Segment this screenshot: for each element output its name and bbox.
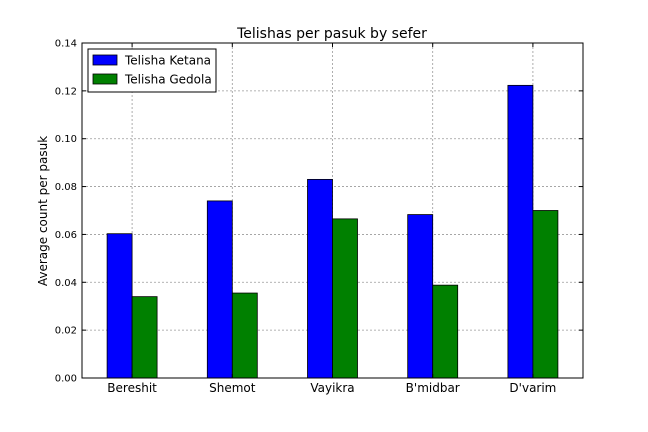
legend-label: Telisha Ketana bbox=[124, 54, 211, 68]
bar-telisha-ketana bbox=[106, 233, 133, 379]
bar-telisha-gedola bbox=[432, 284, 459, 379]
bar-telisha-gedola bbox=[231, 292, 258, 379]
y-tick-label: 0.02 bbox=[55, 326, 77, 337]
y-axis-label: Average count per pasuk bbox=[36, 136, 50, 286]
plot-frame bbox=[81, 42, 584, 379]
legend-swatch bbox=[92, 73, 118, 85]
x-category-label: D'varim bbox=[509, 381, 556, 395]
bar-telisha-ketana bbox=[407, 214, 434, 379]
axes: 0.00 0.02 0.04 0.06 0.08 0.10 0.12 0.14 Bereshit… bbox=[55, 39, 584, 395]
x-category-label: Shemot bbox=[209, 381, 256, 395]
bar-telisha-ketana bbox=[206, 200, 233, 379]
x-category-label: Bereshit bbox=[107, 381, 157, 395]
legend-swatch bbox=[92, 54, 118, 66]
y-tick-label: 0.06 bbox=[55, 230, 77, 241]
y-tick-label: 0.04 bbox=[55, 278, 77, 289]
bar-telisha-gedola bbox=[532, 210, 559, 379]
y-tick-label: 0.00 bbox=[55, 374, 77, 385]
x-category-label: Vayikra bbox=[310, 381, 354, 395]
bar-telisha-gedola bbox=[332, 218, 358, 379]
legend-label: Telisha Gedola bbox=[124, 73, 212, 87]
y-tick-label: 0.12 bbox=[55, 86, 77, 97]
legend: Telisha Ketana Telisha Gedola bbox=[87, 48, 217, 93]
y-tick-label: 0.08 bbox=[55, 182, 77, 193]
bar-telisha-ketana bbox=[507, 84, 534, 379]
x-category-label: B'midbar bbox=[406, 381, 460, 395]
grid-lines bbox=[82, 43, 583, 378]
y-tick-label: 0.14 bbox=[55, 39, 77, 50]
y-tick-label: 0.10 bbox=[55, 134, 77, 145]
bar-telisha-ketana bbox=[307, 178, 333, 379]
bars bbox=[106, 84, 559, 379]
chart-title: Telishas per pasuk by sefer bbox=[236, 26, 427, 42]
bar-telisha-gedola bbox=[131, 296, 158, 379]
